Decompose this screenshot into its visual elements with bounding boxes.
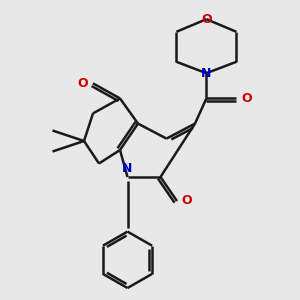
Text: O: O: [201, 13, 212, 26]
Text: O: O: [241, 92, 251, 105]
Text: O: O: [78, 77, 88, 90]
Text: N: N: [201, 67, 212, 80]
Text: N: N: [122, 162, 133, 175]
Text: O: O: [182, 194, 192, 208]
